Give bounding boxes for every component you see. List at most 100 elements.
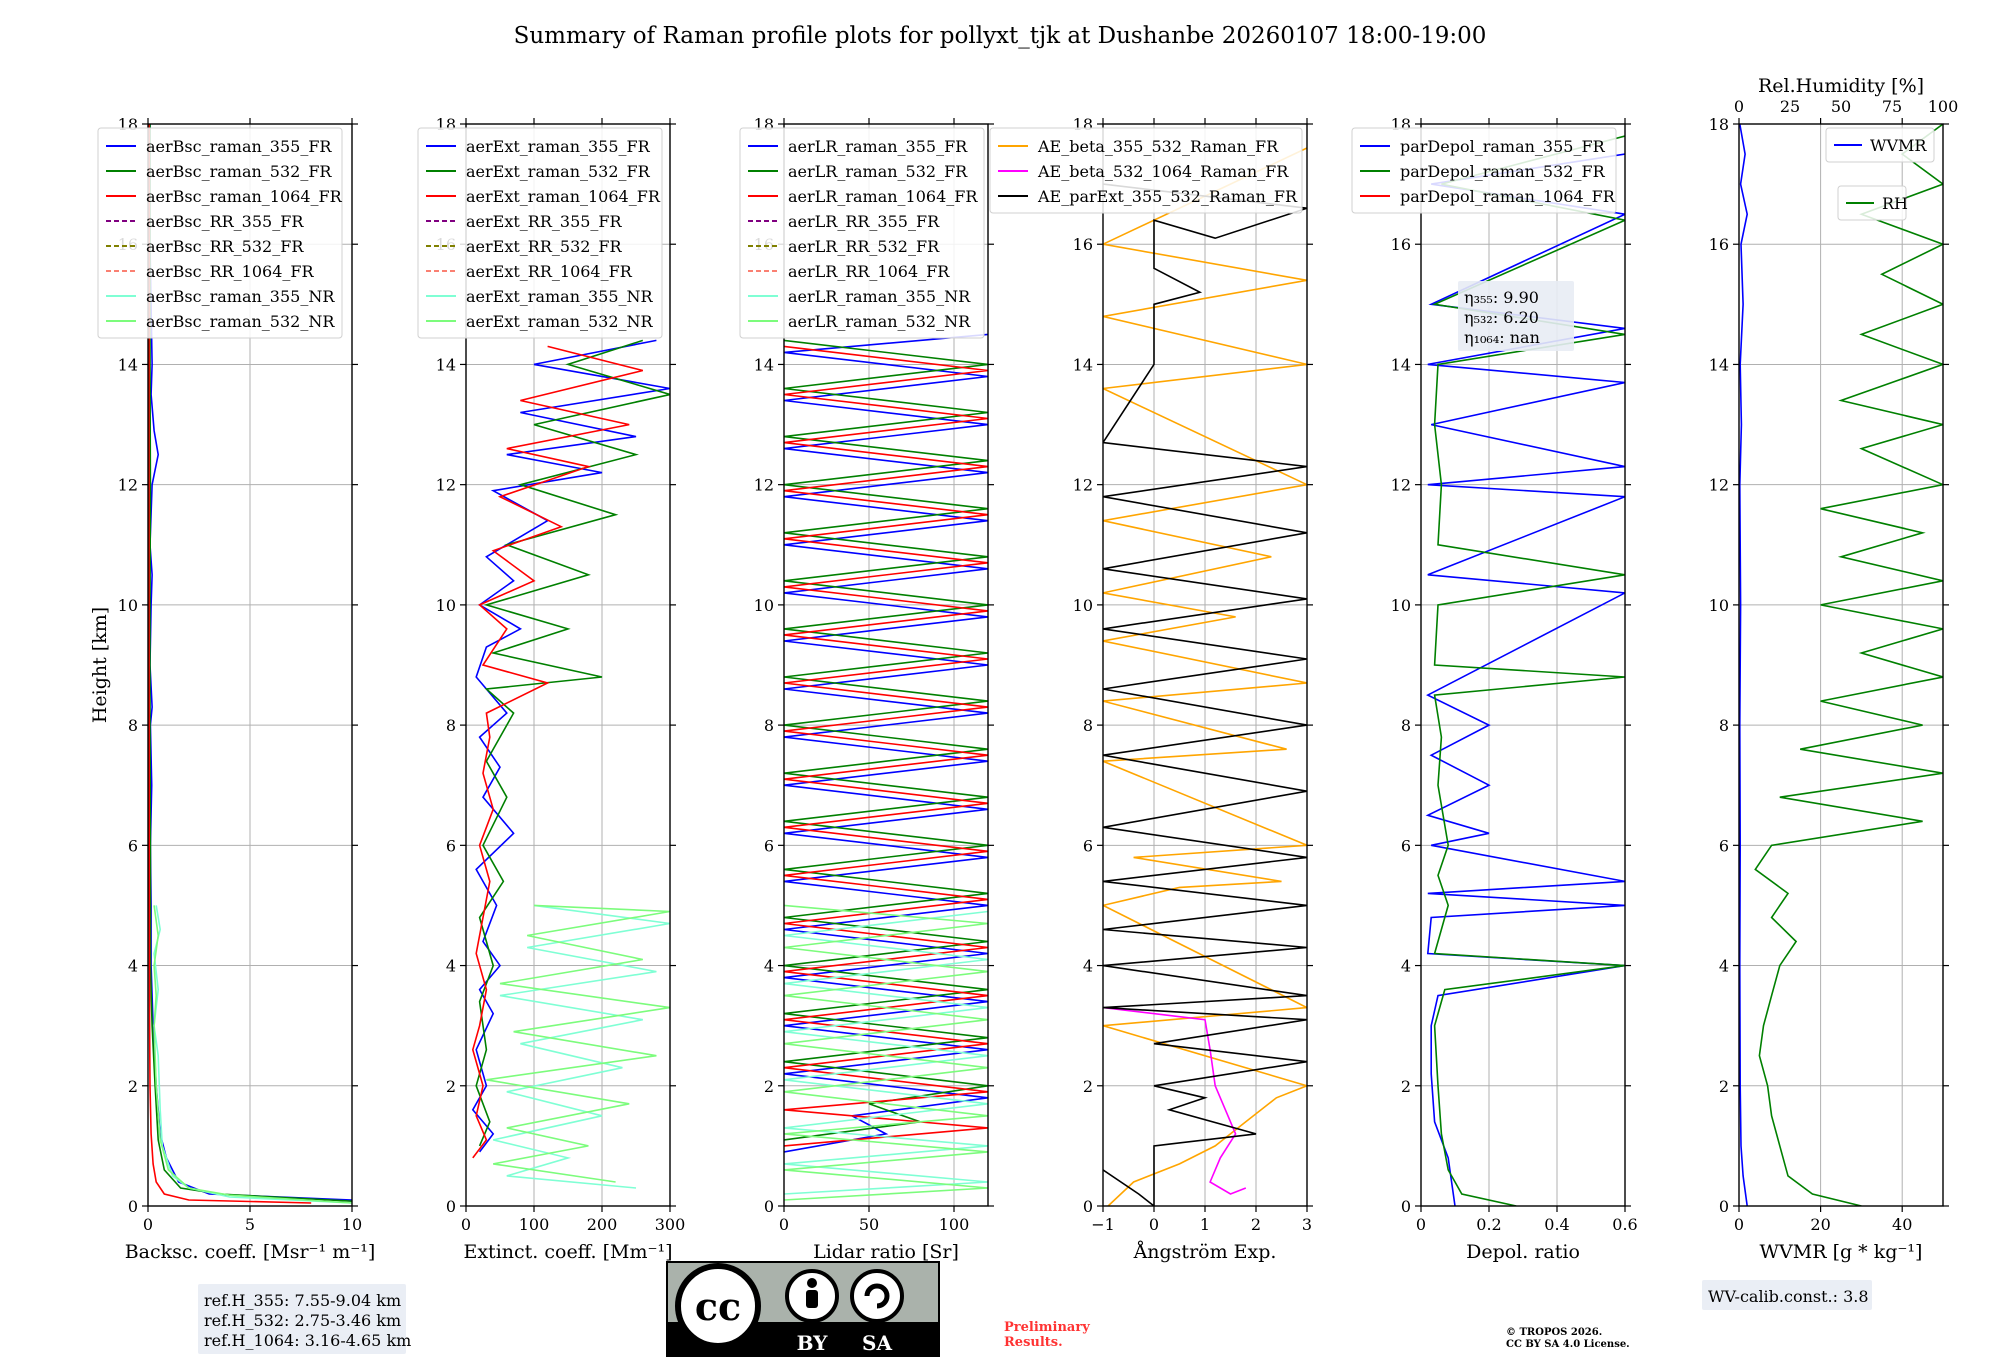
legend-label: aerBsc_RR_532_FR <box>146 237 304 256</box>
top-tick-label: 50 <box>1831 97 1851 116</box>
legend-label: aerExt_raman_532_FR <box>466 162 651 181</box>
legend-label: aerLR_RR_1064_FR <box>788 262 950 281</box>
cc-license-badge: cc BY SA <box>666 1261 940 1357</box>
y-tick-label: 8 <box>446 716 456 735</box>
legend-label: aerLR_RR_355_FR <box>788 212 940 231</box>
x-tick-label: 20 <box>1810 1215 1830 1234</box>
legend-label: aerExt_raman_355_NR <box>466 287 654 306</box>
annotation-box: WV-calib.const.: 3.8 <box>1702 1280 1872 1310</box>
y-tick-label: 2 <box>446 1077 456 1096</box>
legend-label: aerBsc_raman_355_NR <box>146 287 335 306</box>
y-tick-label: 16 <box>1709 235 1729 254</box>
y-tick-label: 18 <box>1709 115 1729 134</box>
x-tick-label: 0 <box>1416 1215 1426 1234</box>
series-line-aerExt_raman_532_NR <box>486 904 670 1183</box>
y-tick-label: 2 <box>128 1077 138 1096</box>
y-tick-label: 10 <box>1391 596 1411 615</box>
legend-label: parDepol_raman_355_FR <box>1400 137 1606 156</box>
series-line-AE_parExt_355_532_Raman_FR <box>1103 183 1307 1206</box>
series-line-aerExt_raman_1064_FR <box>471 345 643 1159</box>
legend: aerExt_raman_355_FR aerExt_raman_532_FRae… <box>417 127 663 339</box>
annotation-line: η₃₅₅: 9.90 <box>1464 288 1539 307</box>
preliminary-line-2: Results. <box>1004 1335 1063 1350</box>
y-tick-label: 14 <box>1073 355 1093 374</box>
x-tick-label: −1 <box>1091 1215 1115 1234</box>
annotation-frame <box>198 1284 406 1354</box>
y-tick-label: 6 <box>1083 836 1093 855</box>
y-tick-label: 8 <box>128 716 138 735</box>
top-tick-label: 75 <box>1882 97 1902 116</box>
chart-panel-3: 050100024681012141618Lidar ratio [Sr]aer… <box>739 115 994 1263</box>
annotation-frame <box>1458 281 1574 351</box>
y-tick-label: 12 <box>754 476 774 495</box>
annotation-frame <box>1702 1280 1872 1310</box>
y-tick-label: 8 <box>1083 716 1093 735</box>
axes-frame <box>783 123 989 1207</box>
series-line-RH <box>1754 124 1943 1206</box>
legend-label: WVMR <box>1870 136 1927 155</box>
x-tick-label: 200 <box>587 1215 618 1234</box>
y-tick-label: 14 <box>754 355 774 374</box>
y-tick-label: 6 <box>446 836 456 855</box>
y-tick-label: 0 <box>1083 1197 1093 1216</box>
series-line-aerExt_raman_355_FR <box>471 339 670 1153</box>
y-tick-label: 8 <box>764 716 774 735</box>
panels: 0510024681012141618Backsc. coeff. [Msr⁻¹… <box>89 75 1958 1354</box>
legend-label: AE_beta_355_532_Raman_FR <box>1037 137 1279 156</box>
y-tick-label: 2 <box>764 1077 774 1096</box>
cc-logo-icon <box>675 1263 761 1349</box>
y-tick-label: 0 <box>1719 1197 1729 1216</box>
x-tick-label: 10 <box>342 1215 362 1234</box>
top-axis-label: Rel.Humidity [%] <box>1758 75 1924 97</box>
figure-title: Summary of Raman profile plots for polly… <box>514 23 1487 49</box>
y-tick-label: 4 <box>764 957 774 976</box>
series-line-aerBsc_raman_532_NR <box>153 905 352 1204</box>
x-tick-label: 50 <box>859 1215 879 1234</box>
x-axis-label: Depol. ratio <box>1466 1241 1580 1263</box>
y-tick-label: 10 <box>1709 596 1729 615</box>
legend-label: aerBsc_raman_1064_FR <box>146 187 343 206</box>
legend-label: aerExt_raman_532_NR <box>466 312 654 331</box>
x-tick-label: 300 <box>655 1215 686 1234</box>
y-tick-label: 6 <box>1719 836 1729 855</box>
y-tick-label: 6 <box>128 836 138 855</box>
y-tick-label: 16 <box>1391 235 1411 254</box>
legend-label: AE_beta_532_1064_Raman_FR <box>1037 162 1289 181</box>
copyright-line-2: CC BY SA 4.0 License. <box>1506 1339 1630 1350</box>
legend: AE_beta_355_532_Raman_FR AE_beta_532_1064… <box>989 127 1303 214</box>
legend-label: aerBsc_raman_355_FR <box>146 137 332 156</box>
y-tick-label: 16 <box>1073 235 1093 254</box>
y-tick-label: 12 <box>1391 476 1411 495</box>
y-tick-label: 8 <box>1719 716 1729 735</box>
x-tick-label: 0 <box>1734 1215 1744 1234</box>
y-tick-label: 10 <box>754 596 774 615</box>
annotation-line: ref.H_1064: 3.16-4.65 km <box>204 1331 411 1350</box>
legend-label: aerExt_RR_1064_FR <box>466 262 633 281</box>
x-tick-label: 5 <box>245 1215 255 1234</box>
x-tick-label: 100 <box>519 1215 550 1234</box>
series-line-aerLR_raman_532_FR <box>784 339 988 1141</box>
legend-frame <box>1825 127 1935 163</box>
top-tick-label: 100 <box>1928 97 1959 116</box>
y-tick-label: 4 <box>1719 957 1729 976</box>
y-tick-label: 12 <box>1073 476 1093 495</box>
x-axis-label: Backsc. coeff. [Msr⁻¹ m⁻¹] <box>125 1241 376 1263</box>
legend-label: aerLR_raman_532_FR <box>788 162 968 181</box>
sa-share-alike-icon <box>850 1269 904 1323</box>
x-tick-label: 0 <box>143 1215 153 1234</box>
y-tick-label: 0 <box>446 1197 456 1216</box>
series-line-aerLR_raman_532_NR <box>784 904 988 1201</box>
annotation-line: ref.H_532: 2.75-3.46 km <box>204 1311 401 1330</box>
sa-label: SA <box>862 1331 892 1355</box>
series-line-aerExt_raman_532_FR <box>475 339 670 1147</box>
series-line-aerBsc_raman_355_NR <box>153 905 352 1204</box>
y-tick-label: 4 <box>446 957 456 976</box>
x-tick-label: 1 <box>1200 1215 1210 1234</box>
series-line-aerBsc_raman_532_FR <box>149 124 352 1202</box>
legend-frame <box>417 127 663 339</box>
y-tick-label: 14 <box>436 355 456 374</box>
legend-label: aerBsc_raman_532_FR <box>146 162 332 181</box>
